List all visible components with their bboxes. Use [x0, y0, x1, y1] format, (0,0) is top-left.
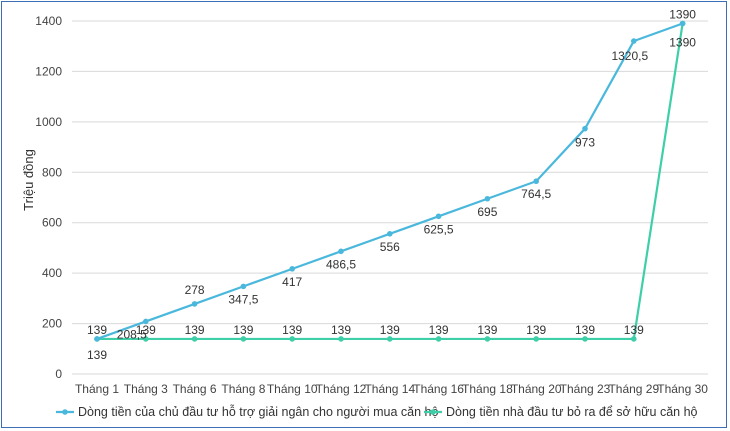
series: [94, 20, 686, 342]
series-2-point: [338, 336, 344, 342]
series-1-point: [338, 248, 344, 255]
series-1-data-label: 208,5: [117, 327, 147, 341]
series-1-data-label: 347,5: [228, 292, 258, 306]
x-tick-label: Tháng 10: [267, 382, 318, 396]
series-1-data-label: 625,5: [424, 222, 454, 236]
x-tick-label: Tháng 30: [657, 382, 708, 396]
series-2-data-label: 139: [380, 323, 400, 337]
series-1-point: [679, 20, 686, 27]
legend-item-2: Dòng tiền nhà đầu tư bỏ ra để sở hữu căn…: [424, 405, 698, 419]
series-2-point: [191, 336, 198, 342]
x-tick-label: Tháng 6: [173, 382, 217, 396]
legend-swatch-marker: [430, 409, 436, 415]
gridlines: [72, 20, 708, 375]
series-1-data-label: 486,5: [326, 257, 356, 271]
x-tick-label: Tháng 20: [511, 382, 562, 396]
series-2-point: [289, 336, 296, 342]
series-2-data-label: 139: [233, 323, 253, 337]
series-1-point: [94, 336, 100, 342]
series-2-data-label: 139: [624, 323, 644, 337]
series-1-data-label: 1390: [669, 8, 696, 22]
series-2-data-label: 139: [185, 323, 205, 337]
series-2-data-label: 139: [282, 323, 302, 337]
series-2-data-label: 139: [429, 323, 449, 337]
series-2-data-label: 139: [87, 348, 107, 362]
y-tick-label: 600: [42, 216, 62, 230]
series-1-data-label: 973: [575, 136, 595, 150]
series-2-point: [631, 336, 637, 342]
series-2-point: [533, 336, 539, 342]
series-1-point: [289, 266, 296, 272]
y-axis-label: Triệu đồng: [21, 149, 36, 211]
series-2-point: [240, 336, 247, 342]
x-axis-ticks: Tháng 1 Tháng 3 Tháng 6 Tháng 8 Tháng 10Thán…: [75, 382, 708, 396]
y-tick-label: 1400: [35, 14, 62, 28]
legend-label: Dòng tiền của chủ đầu tư hỗ trợ giải ngâ…: [78, 404, 438, 419]
x-tick-label: Tháng 23: [560, 382, 611, 396]
series-1-data-label: 139: [87, 323, 107, 337]
y-tick-label: 200: [42, 317, 62, 331]
series-2: [94, 20, 686, 342]
series-2-point: [143, 336, 149, 342]
x-tick-label: Tháng 14: [364, 382, 415, 396]
legend-swatch-marker: [62, 409, 68, 415]
y-tick-label: 1200: [35, 64, 62, 78]
series-1-point: [387, 231, 393, 237]
series-2-data-label: 139: [526, 323, 546, 337]
series-1: [94, 20, 686, 342]
series-1-point: [240, 283, 247, 290]
y-tick-label: 1000: [35, 115, 62, 129]
legend: Dòng tiền của chủ đầu tư hỗ trợ giải ngâ…: [56, 404, 698, 419]
series-1-data-label: 417: [282, 275, 302, 289]
y-tick-label: 400: [42, 266, 62, 280]
series-1-point: [191, 301, 198, 307]
series-1-point: [435, 213, 442, 220]
x-tick-label: Tháng 1: [75, 382, 119, 396]
y-axis-ticks: 0 200 400 600 800 1000 1200 1400: [35, 14, 62, 381]
x-tick-label: Tháng 29: [608, 382, 659, 396]
series-2-point: [484, 336, 491, 342]
x-tick-label: Tháng 3: [124, 382, 168, 396]
series-2-data-label: 1390: [669, 36, 696, 50]
series-2-point: [582, 336, 588, 342]
series-2-data-label: 139: [136, 323, 156, 337]
x-tick-label: Tháng 18: [462, 382, 513, 396]
x-tick-label: Tháng 12: [316, 382, 367, 396]
series-1-data-label: 556: [380, 240, 400, 254]
series-2-data-label: 139: [575, 323, 595, 337]
series-1-point: [582, 125, 588, 132]
series-1-data-label: 695: [477, 205, 497, 219]
series-1-data-label: 764,5: [521, 187, 551, 201]
series-1-data-label: 278: [185, 283, 205, 297]
legend-item-1: Dòng tiền của chủ đầu tư hỗ trợ giải ngâ…: [56, 404, 438, 419]
series-1-point: [533, 178, 539, 185]
series-1-point: [143, 318, 149, 325]
series-1-data-label: 1320,5: [611, 49, 648, 63]
x-tick-label: Tháng 8: [221, 382, 265, 396]
y-tick-label: 0: [55, 367, 62, 381]
y-tick-label: 800: [42, 165, 62, 179]
legend-label: Dòng tiền nhà đầu tư bỏ ra để sở hữu căn…: [446, 405, 698, 419]
series-2-data-label: 139: [477, 323, 497, 337]
x-tick-label: Tháng 16: [413, 382, 464, 396]
series-2-data-label: 139: [331, 323, 351, 337]
series-1-point: [631, 38, 637, 44]
series-2-point: [435, 336, 442, 342]
data-labels: 139 208,5278347,5417486,5556625,5695764,5…: [87, 8, 696, 362]
series-1-point: [484, 195, 491, 202]
series-2-point: [387, 336, 393, 342]
